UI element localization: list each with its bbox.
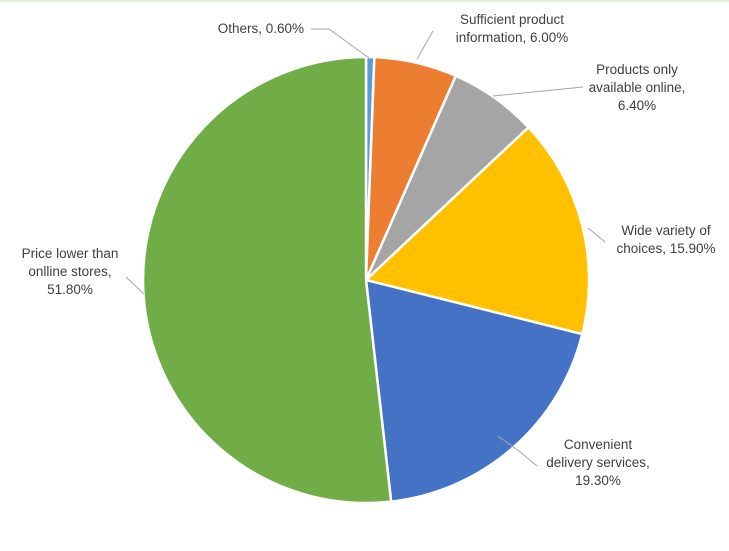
data-label-line: Sufficient product [460,12,564,27]
data-labels-layer: Others, 0.60% Sufficient product informati… [22,12,716,488]
leader-line-others [311,28,370,59]
data-label-line: Convenient [564,437,633,452]
data-label-wide-variety-of-choices: Wide variety of choices, 15.90% [616,223,715,256]
data-label-price-lower-than-onlline-stores: Price lower than onlline stores, 51.80% [22,246,119,297]
leader-line-wide-variety-of-choices [587,227,606,243]
data-label-line: available online, [589,80,686,95]
data-label-line: choices, 15.90% [616,241,715,256]
data-label-line: delivery services, [546,455,650,470]
data-label-line: Wide variety of [621,223,711,238]
data-label-line: 6.40% [618,98,656,113]
slices-layer [141,55,591,505]
leader-lines-layer [125,28,606,467]
data-label-line: Others, 0.60% [218,21,304,36]
pie-slice-wide-variety-of-choices [364,126,591,336]
leader-line-convenient-delivery-services [497,435,538,467]
leader-line-products-only-available-online [492,86,584,97]
data-label-line: onlline stores, [28,264,111,279]
data-label-line: 19.30% [575,473,621,488]
data-label-line: Price lower than [22,246,119,261]
pie-slice-price-lower-than-onlline-stores [141,55,393,505]
data-label-sufficient-product-information: Sufficient product information, 6.00% [456,12,569,45]
leader-line-price-lower-than-onlline-stores [125,276,145,295]
data-label-line: Products only [596,62,678,77]
pie-slice-convenient-delivery-services [364,278,584,503]
data-label-convenient-delivery-services: Convenient delivery services, 19.30% [546,437,650,488]
data-label-line: 51.80% [47,282,93,297]
leader-line-sufficient-product-information [416,30,434,60]
data-label-others: Others, 0.60% [218,21,304,36]
data-label-products-only-available-online: Products only available online, 6.40% [589,62,686,113]
data-label-line: information, 6.00% [456,30,569,45]
